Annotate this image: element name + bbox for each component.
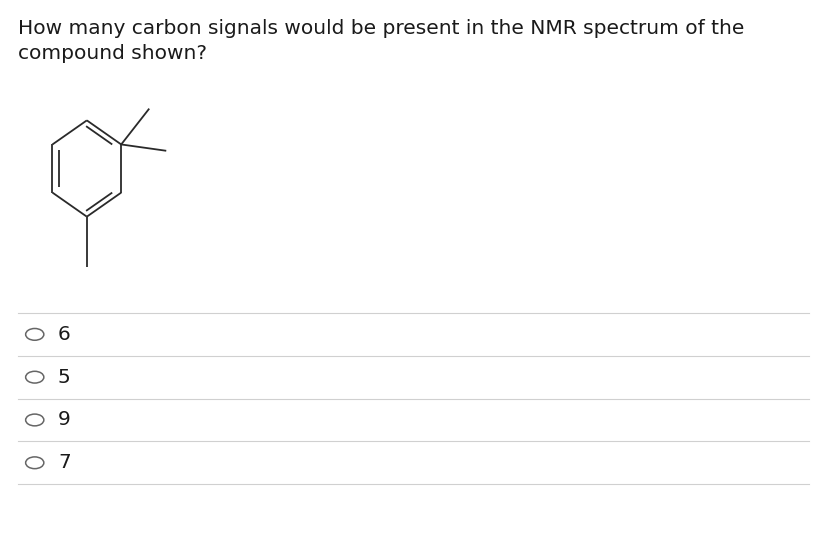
- Text: 6: 6: [58, 325, 70, 344]
- Text: 7: 7: [58, 453, 70, 472]
- Text: How many carbon signals would be present in the NMR spectrum of the: How many carbon signals would be present…: [18, 19, 744, 38]
- Text: 5: 5: [58, 368, 70, 387]
- Text: 9: 9: [58, 410, 70, 430]
- Text: compound shown?: compound shown?: [18, 44, 208, 63]
